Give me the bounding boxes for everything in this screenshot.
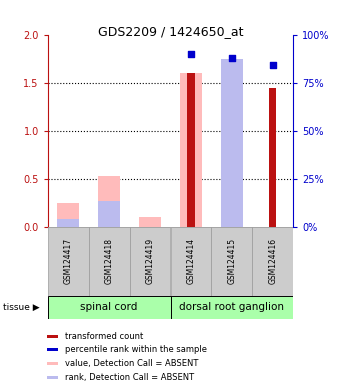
Bar [89, 227, 130, 296]
Bar [57, 203, 79, 227]
Bar [269, 88, 277, 227]
Bar [170, 227, 211, 296]
Text: GSM124416: GSM124416 [268, 238, 277, 284]
Text: GSM124419: GSM124419 [146, 238, 154, 284]
Text: tissue ▶: tissue ▶ [3, 303, 40, 312]
Bar [48, 227, 89, 296]
Bar [47, 362, 58, 365]
Bar [187, 73, 195, 227]
Text: value, Detection Call = ABSENT: value, Detection Call = ABSENT [65, 359, 199, 368]
Text: spinal cord: spinal cord [80, 302, 138, 312]
Bar [180, 73, 202, 227]
Point [188, 51, 194, 57]
Bar [47, 376, 58, 379]
Text: rank, Detection Call = ABSENT: rank, Detection Call = ABSENT [65, 373, 194, 382]
Point [229, 55, 235, 61]
Text: GSM124418: GSM124418 [105, 238, 114, 284]
Text: transformed count: transformed count [65, 332, 144, 341]
Text: GSM124415: GSM124415 [227, 238, 236, 284]
Bar [211, 227, 252, 296]
Bar [221, 83, 243, 227]
Text: GDS2209 / 1424650_at: GDS2209 / 1424650_at [98, 25, 243, 38]
Bar [221, 59, 243, 227]
Text: dorsal root ganglion: dorsal root ganglion [179, 302, 284, 312]
Text: percentile rank within the sample: percentile rank within the sample [65, 345, 207, 354]
Text: GSM124414: GSM124414 [187, 238, 195, 284]
Bar [139, 217, 161, 227]
Bar [252, 227, 293, 296]
Bar [48, 296, 170, 319]
Bar [47, 348, 58, 351]
Text: GSM124417: GSM124417 [64, 238, 73, 284]
Bar [170, 296, 293, 319]
Bar [130, 227, 170, 296]
Bar [47, 335, 58, 338]
Bar [57, 219, 79, 227]
Bar [98, 201, 120, 227]
Bar [98, 176, 120, 227]
Point [270, 62, 276, 68]
